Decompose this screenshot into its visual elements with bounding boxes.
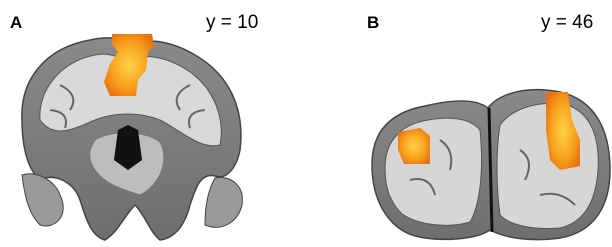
panel-a: A y = 10 — [10, 12, 258, 240]
slice-coordinate: y = 10 — [206, 12, 258, 33]
panel-label: B — [367, 13, 379, 32]
figure: A y = 10 B y = 46 — [0, 0, 612, 247]
panel-label: A — [10, 13, 22, 32]
activation-cluster — [398, 128, 430, 164]
slice-coordinate: y = 46 — [541, 12, 593, 33]
panel-b: B y = 46 — [367, 12, 610, 240]
